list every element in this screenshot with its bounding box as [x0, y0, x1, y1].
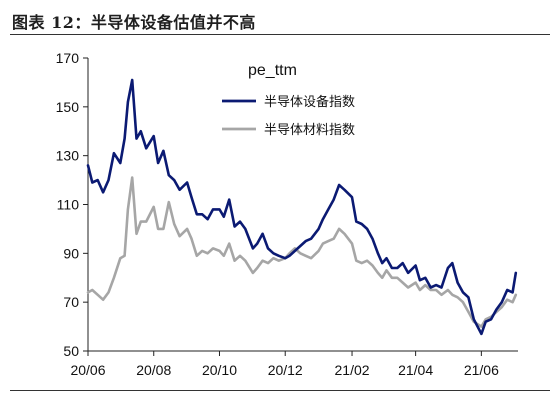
- x-tick-label: 20/10: [202, 362, 237, 378]
- x-tick-label: 21/04: [398, 362, 433, 378]
- bottom-rule: [10, 390, 550, 391]
- axes: 50 70 90 110 130 150 170 20/06 20/08 20/10 20/12 21…: [56, 50, 518, 378]
- legend-label-0: 半导体设备指数: [264, 94, 355, 110]
- x-tick-label: 20/08: [136, 362, 171, 378]
- series-line-0: [86, 78, 518, 336]
- y-tick-label: 50: [63, 343, 79, 359]
- series-layer: [86, 78, 518, 336]
- legend-title: pe_ttm: [248, 62, 297, 79]
- x-tick-label: 20/06: [70, 362, 105, 378]
- x-tick-label: 21/06: [464, 362, 499, 378]
- y-tick-label: 150: [56, 99, 80, 115]
- y-tick-label: 110: [57, 197, 80, 213]
- series-line-1: [86, 176, 518, 328]
- y-tick-label: 70: [63, 294, 79, 310]
- y-tick-label: 170: [56, 50, 80, 66]
- x-tick-label: 20/12: [268, 362, 303, 378]
- title-rule: [10, 34, 550, 35]
- y-tick-label: 130: [56, 148, 80, 164]
- y-tick-label: 90: [63, 245, 79, 261]
- legend-label-1: 半导体材料指数: [264, 123, 355, 138]
- x-tick-label: 21/02: [335, 362, 370, 378]
- figure-title: 图表 12：半导体设备估值并不高: [12, 13, 256, 32]
